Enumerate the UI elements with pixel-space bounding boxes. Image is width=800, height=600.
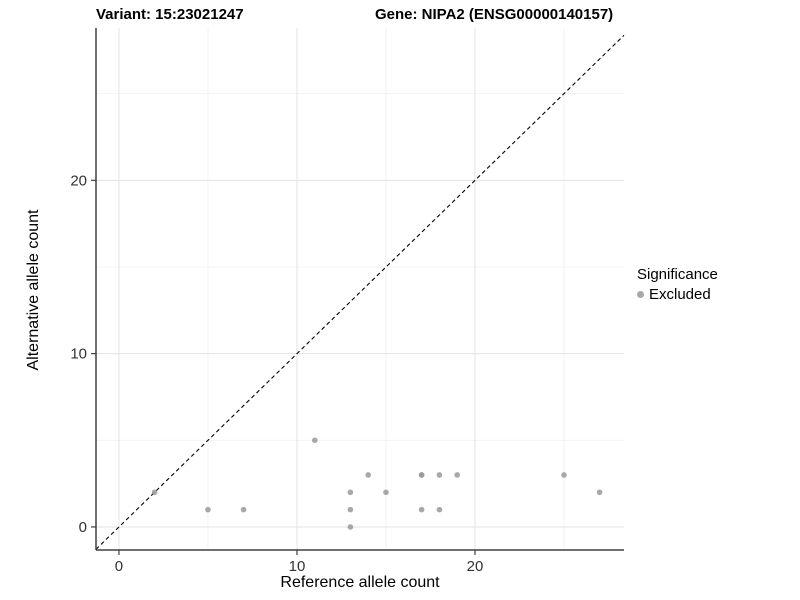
y-tick-label: 20 xyxy=(70,172,87,189)
legend-item-excluded: Excluded xyxy=(637,286,718,303)
x-tick-label: 10 xyxy=(289,558,306,575)
legend: Significance Excluded xyxy=(637,266,718,303)
x-tick-label: 20 xyxy=(467,558,484,575)
y-axis-title: Alternative allele count xyxy=(25,209,42,371)
scatter-point xyxy=(205,506,211,513)
scatter-point xyxy=(240,506,247,513)
gene-title: Gene: NIPA2 (ENSG00000140157) xyxy=(375,6,614,23)
scatter-point xyxy=(347,524,354,530)
y-tick-label: 10 xyxy=(70,346,87,363)
scatter-point xyxy=(347,506,354,513)
legend-point-icon xyxy=(637,291,644,298)
scatter-point xyxy=(151,489,158,496)
scatter-point xyxy=(365,472,371,478)
scatter-point xyxy=(596,489,603,496)
scatter-point xyxy=(436,472,443,478)
legend-item-label: Excluded xyxy=(649,286,711,303)
scatter-point xyxy=(454,472,460,478)
y-tick-label: 0 xyxy=(79,519,87,536)
scatter-point xyxy=(347,489,354,496)
scatter-point xyxy=(383,489,389,496)
identity-line xyxy=(95,34,625,550)
variant-title: Variant: 15:23021247 xyxy=(96,6,244,23)
scatter-point xyxy=(311,437,318,444)
legend-title: Significance xyxy=(637,266,718,283)
scatter-point xyxy=(418,472,425,478)
scatter-point xyxy=(561,472,567,478)
x-tick-label: 0 xyxy=(115,558,123,575)
scatter-point xyxy=(418,506,425,513)
scatter-point xyxy=(436,506,443,513)
x-axis-title: Reference allele count xyxy=(280,574,440,591)
